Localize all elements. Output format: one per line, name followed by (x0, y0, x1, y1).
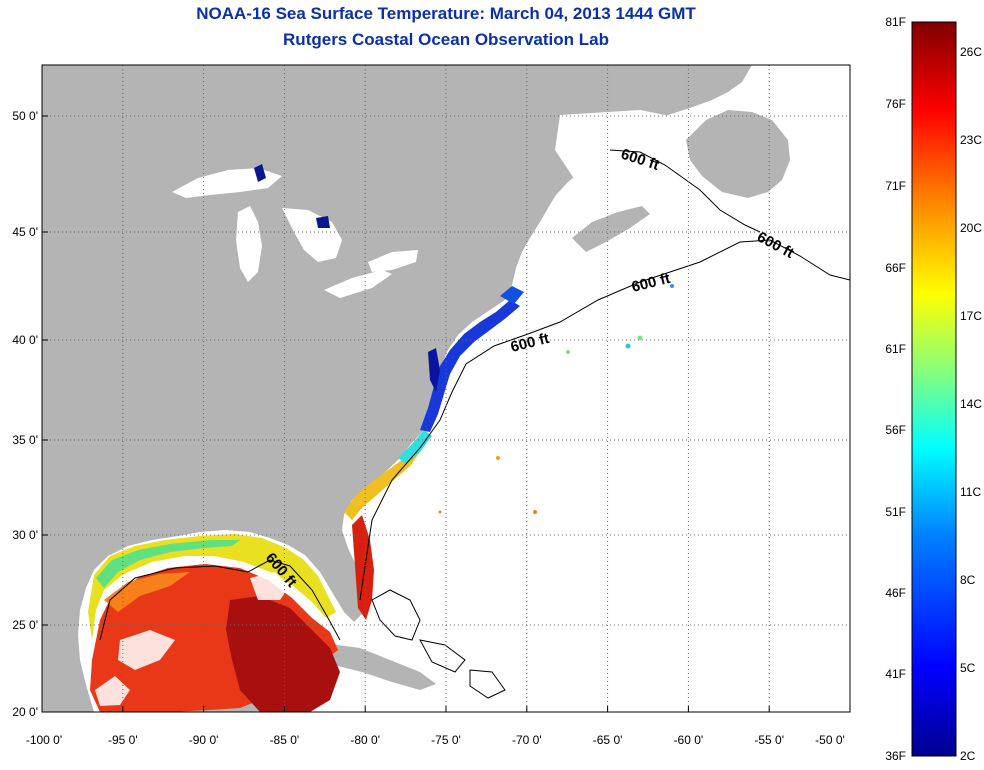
sst-speck (496, 456, 500, 460)
y-tick-label: 20 0' (12, 705, 38, 719)
colorbar-label-c: 26C (960, 45, 982, 59)
lake-michigan (236, 206, 262, 282)
land-cuba (300, 644, 436, 690)
land-north-america (42, 65, 752, 712)
sst-mid-atlantic-blue (420, 300, 520, 432)
colorbar-label-f: 46F (885, 586, 906, 600)
x-tick-label: -70 0' (512, 733, 542, 747)
colorbar-label-f: 76F (885, 97, 906, 111)
y-tick-label: 40 0' (12, 333, 38, 347)
y-tick-label: 30 0' (12, 528, 38, 542)
map-title: NOAA-16 Sea Surface Temperature: March 0… (196, 4, 696, 23)
x-tick-label: -60 0' (674, 733, 704, 747)
sst-carolina-cyan (398, 430, 432, 464)
x-tick-label: -55 0' (754, 733, 784, 747)
colorbar-label-c: 20C (960, 221, 982, 235)
colorbar-label-f: 66F (885, 261, 906, 275)
sst-gulf-orange (104, 572, 190, 612)
colorbar-label-c: 17C (960, 309, 982, 323)
y-tick-label: 25 0' (12, 618, 38, 632)
sst-speck (566, 350, 570, 354)
land-nova-scotia (572, 206, 650, 252)
colorbar: 81F 76F 71F 66F 61F 56F 51F 46F 41F 36F … (885, 15, 982, 763)
colorbar-label-f: 56F (885, 423, 906, 437)
colorbar-label-f: 71F (885, 179, 906, 193)
lake-superior (172, 168, 282, 198)
colorbar-label-f: 41F (885, 667, 906, 681)
x-tick-label: -90 0' (189, 733, 219, 747)
sst-gulf-shelf-yellow (88, 534, 336, 640)
colorbar-label-f: 61F (885, 342, 906, 356)
x-tick-label: -65 0' (593, 733, 623, 747)
colorbar-label-f: 81F (885, 15, 906, 29)
sst-speck (670, 284, 674, 288)
sst-chesapeake-dark (428, 348, 440, 392)
colorbar-label-f: 36F (885, 749, 906, 763)
x-tick-label: -75 0' (431, 733, 461, 747)
x-tick-label: -85 0' (270, 733, 300, 747)
lake-erie (324, 270, 392, 298)
colorbar-label-c: 23C (960, 133, 982, 147)
colorbar-label-c: 11C (960, 485, 981, 499)
y-tick-label: 45 0' (12, 225, 38, 239)
colorbar-scale (911, 21, 957, 757)
sst-ne-blue (500, 286, 524, 304)
land-newfoundland (686, 110, 790, 198)
contour-line-600ft (99, 559, 341, 641)
x-tick-label: -50 0' (815, 733, 845, 747)
sst-gulf-shelf-green (96, 540, 240, 588)
sst-lake-nipigon (254, 164, 266, 182)
graticule (42, 65, 850, 712)
colorbar-label-f: 51F (885, 505, 906, 519)
y-tick-label: 35 0' (12, 433, 38, 447)
lake-ontario (368, 250, 418, 272)
sst-southeast-shelf (344, 450, 420, 520)
contour-line-600ft (359, 239, 850, 601)
map-subtitle: Rutgers Coastal Ocean Observation Lab (283, 30, 609, 49)
x-tick-label: -95 0' (108, 733, 138, 747)
sst-gulf-clouds (95, 572, 290, 706)
y-tick-label: 50 0' (12, 109, 38, 123)
x-axis: -100 0' -95 0' -90 0' -85 0' -80 0' -75 … (26, 706, 851, 747)
bahamas-banks (371, 589, 506, 699)
sst-speck (637, 335, 643, 341)
x-tick-label: -100 0' (26, 733, 62, 747)
colorbar-label-c: 2C (960, 749, 976, 763)
gulf-st-lawrence (555, 110, 700, 195)
colorbar-label-c: 8C (960, 573, 976, 587)
sst-speck (625, 343, 631, 349)
colorbar-label-c: 5C (960, 661, 976, 675)
sst-speck (438, 510, 442, 514)
sst-speck (533, 510, 537, 514)
colorbar-label-c: 14C (960, 397, 982, 411)
sst-lake-simcoe (316, 216, 330, 228)
x-tick-label: -80 0' (350, 733, 380, 747)
contour-line-600ft (609, 149, 761, 233)
y-axis: 50 0' 45 0' 40 0' 35 0' 30 0' 25 0' 20 0… (12, 109, 48, 719)
